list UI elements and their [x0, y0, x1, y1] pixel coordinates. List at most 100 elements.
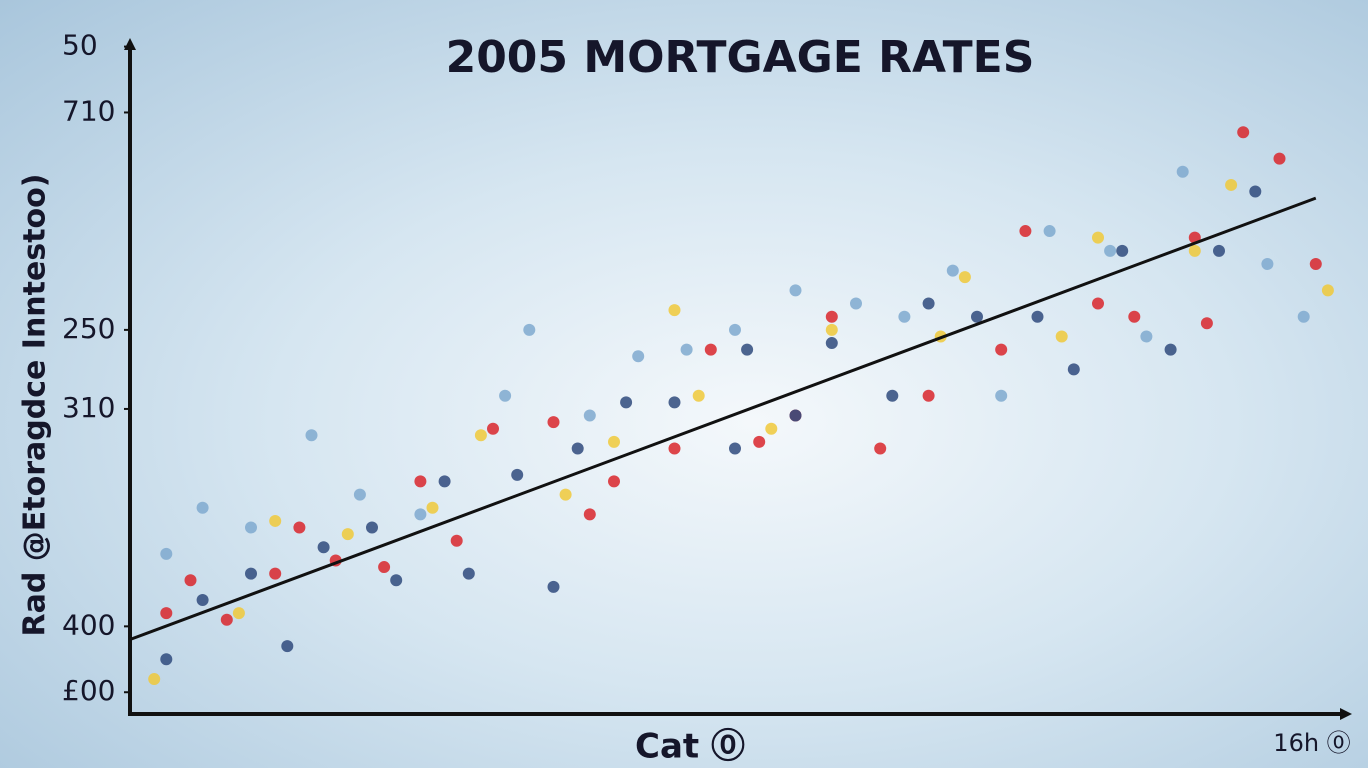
point — [450, 534, 463, 547]
point — [378, 561, 391, 574]
point — [196, 594, 209, 606]
point — [245, 567, 257, 580]
point — [1261, 258, 1274, 270]
point — [946, 264, 959, 277]
point — [583, 409, 596, 422]
point — [571, 442, 584, 455]
point — [414, 475, 427, 488]
point — [632, 350, 645, 363]
point — [680, 343, 693, 356]
point — [1043, 225, 1056, 238]
point — [995, 343, 1008, 356]
point — [390, 574, 403, 587]
point — [1055, 330, 1068, 343]
point — [1309, 258, 1322, 270]
point — [281, 640, 294, 653]
point — [971, 310, 983, 323]
y-tick-label: 400 — [62, 608, 115, 641]
point — [196, 501, 209, 514]
point — [293, 521, 306, 534]
point — [1128, 310, 1141, 323]
point — [220, 613, 233, 626]
point — [1104, 244, 1117, 257]
point — [462, 567, 475, 580]
point — [958, 271, 971, 284]
point — [668, 442, 681, 455]
point — [1213, 244, 1225, 257]
y-tick-label: 710 — [62, 94, 115, 127]
point — [547, 416, 560, 429]
point — [305, 429, 318, 442]
point — [850, 297, 862, 310]
point — [608, 435, 620, 448]
point — [499, 389, 512, 402]
point — [1297, 310, 1310, 323]
point — [184, 574, 197, 587]
point — [1116, 244, 1129, 257]
y-tick-label: 310 — [62, 391, 115, 424]
point — [1019, 225, 1032, 238]
point — [474, 429, 487, 442]
point — [583, 508, 596, 521]
point — [523, 323, 536, 336]
point — [886, 389, 899, 402]
point — [341, 528, 354, 541]
point — [608, 475, 620, 488]
point — [269, 567, 282, 580]
point — [898, 310, 911, 323]
point — [668, 396, 681, 409]
point — [922, 297, 935, 310]
point — [825, 337, 838, 350]
point — [620, 396, 633, 409]
point — [765, 422, 778, 435]
point — [366, 521, 378, 534]
y-tick-label: £00 — [62, 674, 115, 707]
point — [160, 547, 173, 560]
point — [1321, 284, 1334, 297]
point — [1031, 310, 1044, 323]
point — [317, 541, 330, 554]
point — [1273, 152, 1286, 165]
point — [1188, 244, 1201, 257]
point — [269, 514, 282, 527]
point — [1249, 185, 1262, 198]
point — [245, 521, 257, 534]
point — [353, 488, 366, 501]
point — [789, 284, 802, 297]
point — [668, 304, 681, 317]
point — [1067, 363, 1080, 376]
point — [704, 343, 717, 356]
point — [729, 323, 741, 336]
y-axis-label: Rad @Etoragdce Inntestoo) — [18, 174, 53, 637]
chart-title: 2005 MORTGAGE RATES — [446, 32, 1035, 83]
point — [825, 323, 838, 336]
point — [511, 468, 524, 481]
point — [1092, 297, 1104, 310]
point — [232, 607, 245, 620]
x-end-label: 16h ⓪ — [1273, 729, 1350, 757]
point — [995, 389, 1008, 402]
point — [414, 508, 427, 521]
point — [692, 389, 705, 402]
y-tick-label: 250 — [62, 312, 115, 345]
point — [148, 673, 161, 686]
point — [426, 501, 439, 514]
point — [874, 442, 887, 455]
point — [559, 488, 572, 501]
point — [789, 409, 802, 422]
point — [160, 607, 173, 620]
point — [487, 422, 499, 435]
point — [1200, 317, 1213, 330]
point — [741, 343, 754, 356]
point — [1176, 165, 1189, 178]
point — [547, 580, 560, 593]
point — [729, 442, 741, 455]
point — [922, 389, 935, 402]
point — [1164, 343, 1177, 356]
point — [1225, 178, 1238, 191]
trend-line — [129, 196, 1317, 641]
point — [1140, 330, 1153, 343]
point — [1092, 231, 1104, 244]
